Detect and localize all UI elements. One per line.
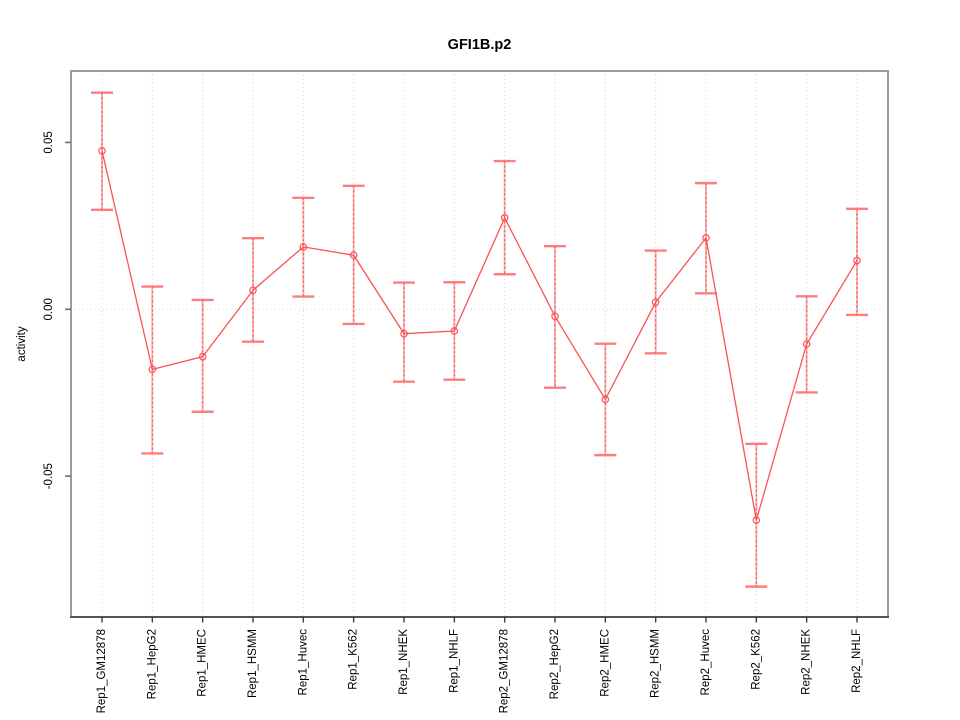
axes-layer: 0.05 0.00 -0.05 Rep1_GM12878 Rep1_HepG2 Rep1_… xyxy=(43,70,889,713)
data-point-marker xyxy=(198,352,207,361)
x-tick-label: Rep2_NHLF xyxy=(851,629,863,693)
plot-box xyxy=(70,70,889,618)
x-tick-label: Rep2_HepG2 xyxy=(549,629,561,699)
x-tick-label: Rep2_K562 xyxy=(750,629,762,690)
grid-layer xyxy=(71,71,888,617)
series-line xyxy=(101,150,858,521)
data-point-marker xyxy=(98,146,106,155)
x-tick-label: Rep2_GM12878 xyxy=(499,629,511,713)
series-layer xyxy=(91,91,868,588)
y-tick-label: 0.00 xyxy=(43,298,55,320)
x-tick-label: Rep1_K562 xyxy=(348,629,360,690)
data-point-marker xyxy=(249,286,257,295)
x-tick-label: Rep2_NHEK xyxy=(801,629,813,695)
chart-title: GFI1B.p2 xyxy=(448,37,512,53)
x-tick-label: Rep1_NHLF xyxy=(448,629,460,693)
x-tick-label: Rep1_HSMM xyxy=(247,629,259,698)
x-tick-label: Rep1_NHEK xyxy=(398,629,410,695)
data-point-marker xyxy=(802,340,811,348)
data-point-marker xyxy=(450,327,459,335)
data-point-marker xyxy=(752,516,761,525)
data-point-marker xyxy=(349,251,358,260)
data-point-marker xyxy=(500,214,509,222)
data-point-marker xyxy=(148,365,157,374)
y-axis-title: activity xyxy=(16,326,28,361)
y-tick-label: 0.05 xyxy=(43,131,55,153)
data-point-marker xyxy=(551,312,559,321)
x-tick-label: Rep2_HMEC xyxy=(599,629,611,697)
x-tick-label: Rep1_HMEC xyxy=(197,629,209,697)
x-tick-label: Rep2_Huvec xyxy=(700,629,712,696)
data-point-marker xyxy=(651,298,660,307)
x-tick-label: Rep1_GM12878 xyxy=(96,629,108,713)
x-tick-label: Rep1_Huvec xyxy=(297,629,309,696)
y-tick-label: -0.05 xyxy=(43,463,55,489)
x-tick-label: Rep1_HepG2 xyxy=(146,629,158,699)
data-point-marker xyxy=(400,329,408,338)
data-point-marker xyxy=(702,234,710,242)
data-point-marker xyxy=(601,395,610,404)
data-point-marker xyxy=(299,243,308,251)
x-tick-label: Rep2_HSMM xyxy=(650,629,662,698)
data-point-marker xyxy=(853,256,861,265)
